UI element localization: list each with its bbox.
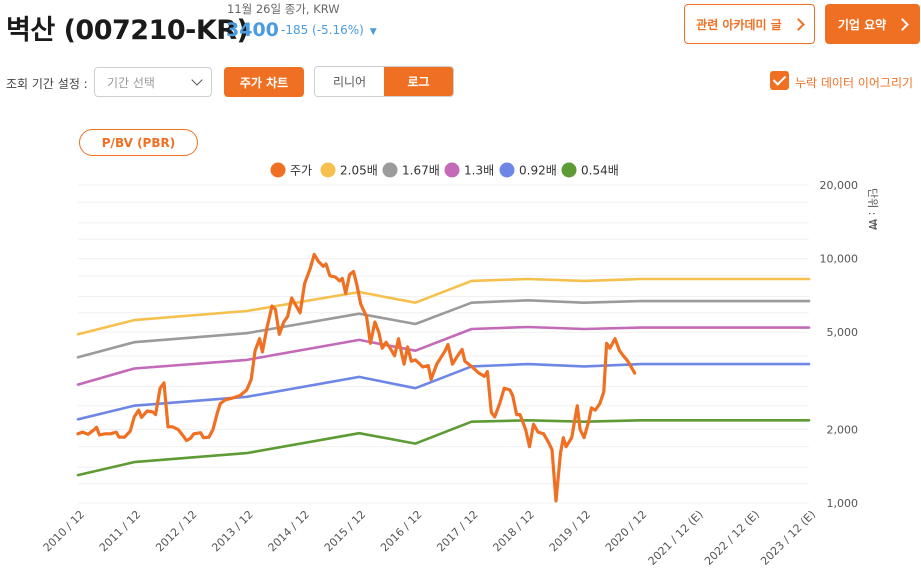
y-tick-label: 10,000 <box>820 253 859 266</box>
scale-toggle: 리니어 로그 <box>314 66 454 97</box>
legend-marker <box>382 162 398 178</box>
legend-label: 1.67배 <box>402 164 440 178</box>
legend-item[interactable]: 0.92배 <box>499 162 557 178</box>
y-tick-label: 5,000 <box>827 326 859 339</box>
legend-label: 0.92배 <box>519 164 557 178</box>
price-change-value: -185 (-5.16%) <box>281 23 364 37</box>
legend-label: 0.54배 <box>581 164 619 178</box>
x-tick-label: 2021 / 12 (E) <box>646 508 706 568</box>
stock-chart-button[interactable]: 주가 차트 <box>224 67 304 97</box>
down-triangle-icon: ▼ <box>369 27 377 37</box>
y-tick-label: 1,000 <box>827 497 859 510</box>
x-tick-label: 2016 / 12 <box>378 508 424 554</box>
legend-label: 2.05배 <box>340 164 378 178</box>
legend-label: 1.3배 <box>464 164 494 178</box>
stock-title: 벽산 (007210-KR) <box>6 15 249 46</box>
company-summary-label: 기업 요약 <box>837 17 887 32</box>
connect-missing-label[interactable]: 누락 데이터 이어그리기 <box>795 76 914 90</box>
legend-item[interactable]: 0.54배 <box>561 162 619 178</box>
grid-lines <box>78 184 809 504</box>
period-select-placeholder: 기간 선택 <box>107 75 155 90</box>
log-scale-button[interactable]: 로그 <box>384 67 453 96</box>
current-price: 3400 <box>226 19 279 41</box>
x-tick-label: 2015 / 12 <box>322 508 368 554</box>
legend-marker <box>320 162 336 178</box>
legend: 주가 2.05배 1.67배 1.3배 0.92배 0.54배 <box>270 162 619 178</box>
period-select[interactable]: 기간 선택 <box>94 67 212 97</box>
legend-marker <box>444 162 460 178</box>
x-tick-label: 2014 / 12 <box>266 508 312 554</box>
connect-missing-checkbox[interactable] <box>770 71 789 90</box>
x-tick-label: 2012 / 12 <box>153 508 199 554</box>
legend-marker <box>499 162 515 178</box>
x-axis-ticks: 2010 / 12 2011 / 12 2012 / 12 2013 / 12 2014… <box>41 508 818 568</box>
related-academy-label: 관련 아카데미 글 <box>696 17 782 32</box>
series-lines <box>76 252 811 503</box>
x-tick-label: 2017 / 12 <box>434 508 480 554</box>
x-tick-label: 2010 / 12 <box>41 508 87 554</box>
legend-marker <box>561 162 577 178</box>
y-tick-label: 20,000 <box>820 179 859 192</box>
y-axis-ticks: 1,000 2,000 5,000 10,000 20,000 <box>820 179 859 510</box>
legend-item[interactable]: 주가 <box>270 162 313 178</box>
series-line-band <box>76 299 811 359</box>
series-line-band <box>76 325 811 386</box>
series-line-band <box>76 419 811 477</box>
x-tick-label: 2023 / 12 (E) <box>758 508 818 568</box>
legend-item[interactable]: 2.05배 <box>320 162 378 178</box>
x-tick-label: 2020 / 12 <box>603 508 649 554</box>
legend-item[interactable]: 1.3배 <box>444 162 495 178</box>
related-academy-button[interactable]: 관련 아카데미 글 <box>684 4 815 44</box>
x-tick-label: 2018 / 12 <box>490 508 536 554</box>
tab-pbr[interactable]: P/BV (PBR) <box>79 129 198 156</box>
legend-marker <box>270 162 286 178</box>
period-label: 조회 기간 설정 : <box>6 77 88 91</box>
company-summary-button[interactable]: 기업 요약 <box>825 4 920 44</box>
y-axis-unit-label: 단위 : ₩ <box>866 188 879 230</box>
x-tick-label: 2013 / 12 <box>209 508 255 554</box>
x-tick-label: 2011 / 12 <box>97 508 143 554</box>
series-line-band <box>76 277 811 336</box>
x-tick-label: 2019 / 12 <box>547 508 593 554</box>
series-line-band <box>76 362 811 421</box>
x-tick-label: 2022 / 12 (E) <box>702 508 762 568</box>
price-change: -185 (-5.16%) ▼ <box>281 23 377 37</box>
legend-item[interactable]: 1.67배 <box>382 162 440 178</box>
close-date-label: 11월 26일 종가, KRW <box>227 2 340 16</box>
y-tick-label: 2,000 <box>827 423 859 436</box>
legend-label: 주가 <box>290 164 312 178</box>
linear-scale-button[interactable]: 리니어 <box>315 67 384 96</box>
series-line-price <box>76 252 637 503</box>
